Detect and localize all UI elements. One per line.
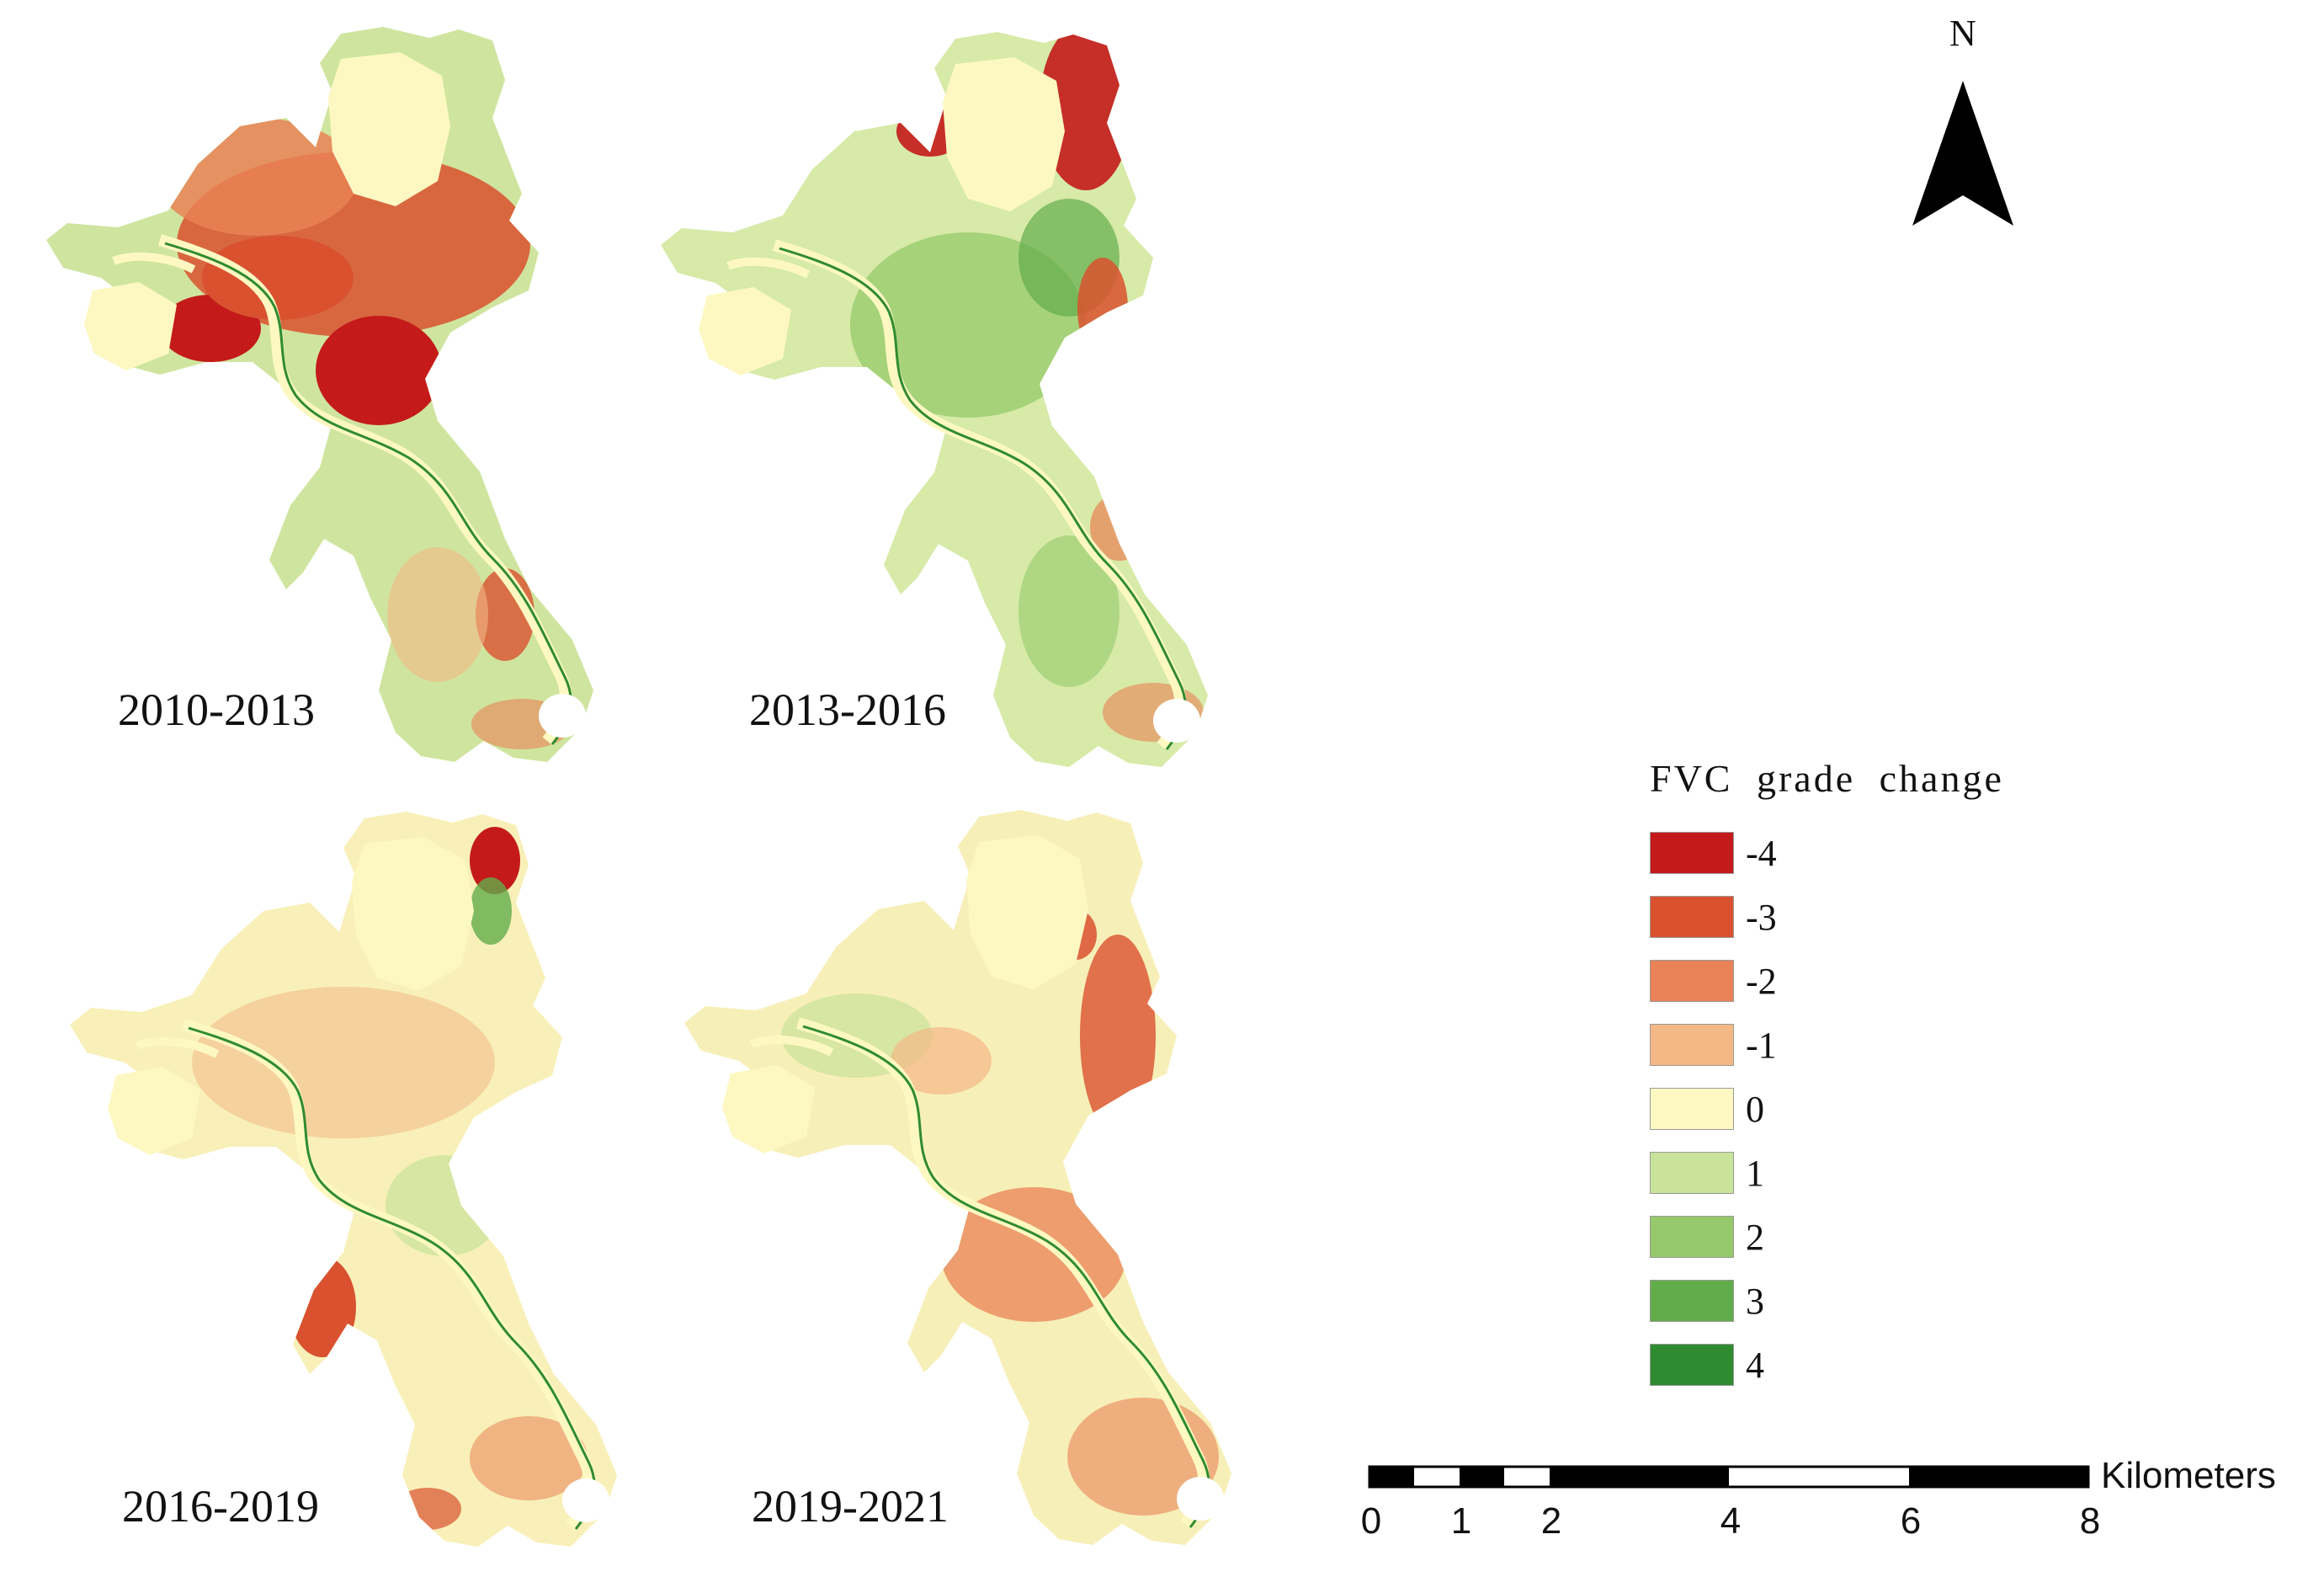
period-label-2013-2016: 2013-2016 bbox=[749, 685, 946, 735]
legend-swatch bbox=[1650, 960, 1734, 1002]
legend-swatch bbox=[1650, 896, 1734, 938]
scale-tick-label: 6 bbox=[1900, 1500, 1922, 1542]
scale-unit-label: Kilometers bbox=[2101, 1455, 2276, 1496]
legend-item: 0 bbox=[1650, 1077, 1777, 1141]
legend-title: FVC grade change bbox=[1650, 757, 2004, 800]
legend-item: 4 bbox=[1650, 1333, 1777, 1397]
legend-label: 3 bbox=[1746, 1280, 1764, 1322]
legend-label: -3 bbox=[1746, 896, 1777, 938]
hole bbox=[1177, 1477, 1224, 1521]
legend-item: 1 bbox=[1650, 1141, 1777, 1205]
legend-label: -1 bbox=[1746, 1024, 1777, 1066]
scale-bar-segment bbox=[1550, 1467, 1729, 1487]
legend-swatch bbox=[1650, 1088, 1734, 1130]
decline-zone bbox=[470, 1416, 588, 1500]
legend-label: -2 bbox=[1746, 960, 1777, 1002]
strong-decline-zone bbox=[316, 316, 442, 425]
decline-zone bbox=[891, 1027, 992, 1095]
legend-swatch bbox=[1650, 1280, 1734, 1322]
period-label-2019-2021: 2019-2021 bbox=[752, 1481, 949, 1532]
legend-item: -2 bbox=[1650, 949, 1777, 1013]
scale-tick-label: 0 bbox=[1360, 1500, 1382, 1542]
legend-swatch bbox=[1650, 1152, 1734, 1194]
period-label-2016-2019: 2016-2019 bbox=[122, 1481, 319, 1532]
strong-decline-zone bbox=[1040, 32, 1132, 190]
decline-zone bbox=[289, 1256, 356, 1357]
scale-tick-label: 4 bbox=[1720, 1500, 1742, 1542]
scale-tick-label: 1 bbox=[1450, 1500, 1472, 1542]
map-panel-2010-2013 bbox=[46, 27, 593, 762]
map-panel-2013-2016 bbox=[661, 32, 1208, 767]
legend-label: 2 bbox=[1746, 1216, 1764, 1258]
legend-swatch bbox=[1650, 1344, 1734, 1386]
decline-zone bbox=[192, 987, 495, 1138]
hole bbox=[1153, 699, 1200, 743]
legend-swatch bbox=[1650, 1216, 1734, 1258]
scale-bar-segment bbox=[1460, 1467, 1504, 1487]
decline-zone bbox=[387, 547, 488, 682]
legend-item: -1 bbox=[1650, 1013, 1777, 1077]
legend-swatch bbox=[1650, 832, 1734, 874]
gain-zone bbox=[386, 1155, 503, 1256]
legend-item: -3 bbox=[1650, 885, 1777, 949]
legend-label: 0 bbox=[1746, 1088, 1764, 1130]
decline-zone bbox=[941, 1187, 1126, 1322]
legend-label: 4 bbox=[1746, 1344, 1764, 1386]
legend-item: 3 bbox=[1650, 1269, 1777, 1333]
scale-tick-label: 2 bbox=[1540, 1500, 1562, 1542]
gain-zone bbox=[1018, 535, 1119, 687]
decline-zone bbox=[1080, 935, 1156, 1137]
scale-bar-segment bbox=[1369, 1467, 1414, 1487]
scale-bar-segment bbox=[1909, 1467, 2088, 1487]
decline-zone bbox=[394, 1488, 461, 1530]
hole bbox=[562, 1478, 609, 1522]
hole bbox=[539, 694, 586, 738]
gain-zone bbox=[470, 877, 512, 945]
map-panel-2016-2019 bbox=[70, 812, 617, 1547]
legend: -4 -3 -2 -1 0 1 2 3 4 bbox=[1650, 821, 1777, 1397]
legend-swatch bbox=[1650, 1024, 1734, 1066]
decline-zone bbox=[1077, 258, 1128, 359]
period-label-2010-2013: 2010-2013 bbox=[118, 685, 315, 735]
scale-tick-label: 8 bbox=[2079, 1500, 2101, 1542]
map-panel-2019-2021 bbox=[684, 810, 1231, 1545]
legend-item: -4 bbox=[1650, 821, 1777, 885]
north-arrow-icon bbox=[1912, 81, 2013, 226]
decline-zone bbox=[156, 118, 358, 236]
strong-decline-zone bbox=[470, 827, 520, 894]
legend-label: -4 bbox=[1746, 832, 1777, 874]
legend-item: 2 bbox=[1650, 1205, 1777, 1269]
scale-bar bbox=[1368, 1465, 2090, 1489]
legend-label: 1 bbox=[1746, 1152, 1764, 1194]
north-label: N bbox=[1949, 13, 1976, 54]
decline-zone bbox=[202, 236, 354, 320]
